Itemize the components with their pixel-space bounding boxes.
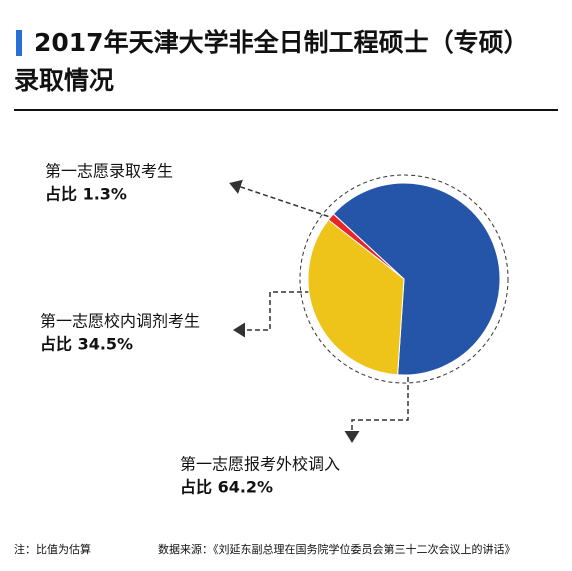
pie-slice (332, 182, 501, 376)
source: 数据来源：《刘延东副总理在国务院学位委员会第三十二次会议上的讲话》 (158, 542, 516, 556)
arrow (229, 179, 337, 220)
note: 注：比值为估算 (14, 542, 91, 556)
arrow (233, 291, 310, 338)
title-accent (16, 30, 22, 56)
value-label: 占比 64.2% (180, 478, 273, 497)
chart-title: 2017年天津大学非全日制工程硕士（专硕） (34, 28, 529, 57)
value-label: 占比 34.5% (40, 335, 133, 354)
chart-title: 录取情况 (14, 66, 114, 95)
value-label: 占比 1.3% (45, 185, 127, 204)
pie-ring (299, 174, 509, 384)
arrow (344, 377, 409, 443)
slice-label: 第一志愿校内调剂考生 (40, 312, 200, 331)
pie-slice (307, 219, 405, 376)
slice-label: 第一志愿报考外校调入 (180, 455, 340, 474)
slice-label: 第一志愿录取考生 (45, 162, 173, 181)
